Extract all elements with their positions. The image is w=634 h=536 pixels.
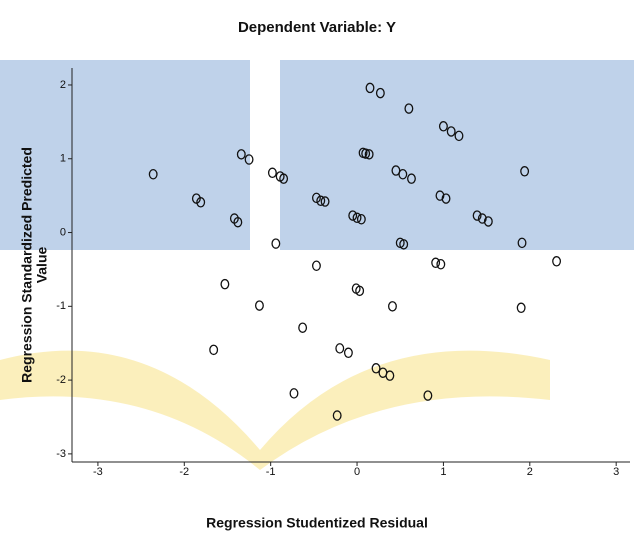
chart-title: Dependent Variable: Y [238,19,396,36]
y-axis-title-line: Value [34,247,50,284]
x-tick-label: 0 [354,466,360,478]
y-axis-title-line: Regression Standardized Predicted [19,147,35,383]
y-tick-label: -3 [56,448,66,460]
y-tick-label: 0 [60,226,66,238]
point [345,348,353,357]
x-tick-label: 2 [527,466,533,478]
point [272,239,280,248]
chart: Dependent Variable: Y Regression Student… [0,0,634,536]
point [432,258,440,267]
x-tick-label: -3 [93,466,103,478]
y-tick-label: -1 [56,300,66,312]
y-tick-label: -2 [56,374,66,386]
point [336,344,344,353]
watermark-shape [0,60,250,250]
x-tick-label: -2 [179,466,189,478]
point [290,389,298,398]
point [437,260,445,269]
point [313,261,321,270]
y-tick-label: 1 [60,153,66,165]
point [517,303,525,312]
watermark [0,60,634,470]
point [553,257,561,266]
watermark-shape [280,60,634,250]
x-tick-label: -1 [266,466,276,478]
point [389,302,397,311]
point [299,323,307,332]
x-tick-label: 3 [613,466,619,478]
point [256,301,264,310]
watermark-shape [0,351,550,470]
x-tick-label: 1 [440,466,446,478]
point [269,168,277,177]
point [210,345,218,354]
y-tick-label: 2 [60,79,66,91]
x-axis-title: Regression Studentized Residual [206,515,428,531]
point [221,280,229,289]
